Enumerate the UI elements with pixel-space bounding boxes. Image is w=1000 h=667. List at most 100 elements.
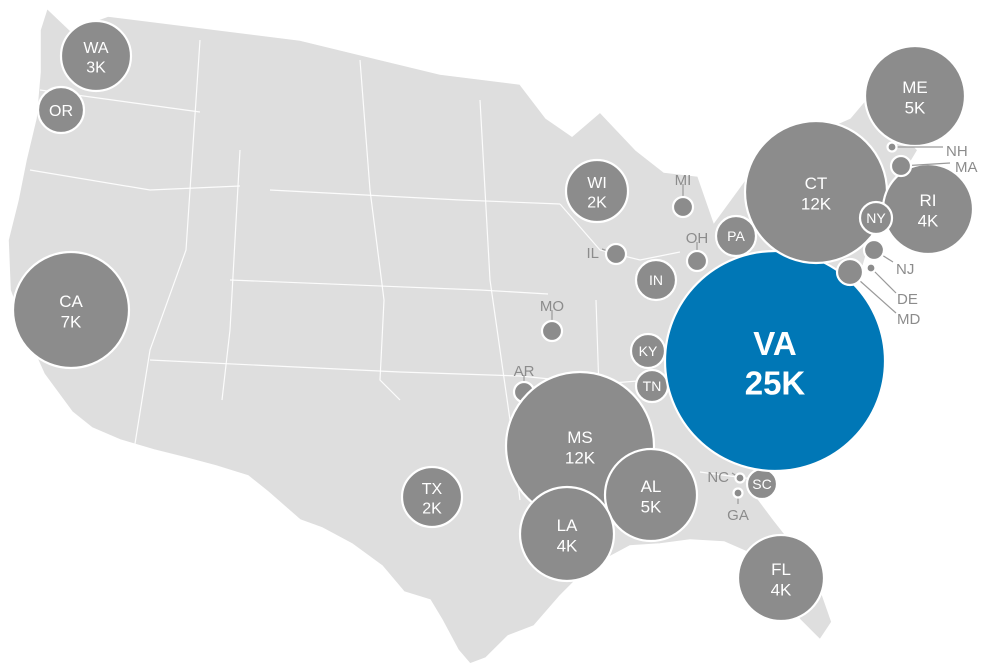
state-value-label: 2K <box>587 194 607 211</box>
state-value-label: 5K <box>641 497 662 516</box>
state-code-label: SC <box>752 476 771 492</box>
state-code-label: NH <box>946 143 968 160</box>
state-marker-in[interactable]: IN <box>634 258 678 302</box>
state-marker-ar[interactable]: AR <box>512 363 536 404</box>
state-dot-oh[interactable] <box>685 249 709 273</box>
state-code-label: IL <box>586 245 599 262</box>
state-border <box>269 189 561 205</box>
state-marker-nc[interactable]: NC <box>707 469 746 486</box>
state-marker-sc[interactable]: SC <box>745 467 779 501</box>
state-code-label: MO <box>540 298 564 315</box>
state-border <box>29 169 241 191</box>
state-code-label: AL <box>641 477 662 496</box>
state-marker-md[interactable]: MD <box>835 257 920 328</box>
state-value-label: 25K <box>745 365 806 402</box>
state-bubble-wi[interactable] <box>564 158 630 224</box>
state-bubble-al[interactable] <box>603 447 699 543</box>
state-dot-il[interactable] <box>604 242 628 266</box>
state-code-label: PA <box>727 228 745 244</box>
state-bubble-me[interactable] <box>863 44 967 148</box>
state-code-label: MS <box>567 428 593 447</box>
state-code-label: KY <box>639 343 658 359</box>
state-code-label: OH <box>686 230 709 247</box>
state-bubble-ny[interactable] <box>858 200 894 236</box>
state-marker-nh[interactable]: NH <box>886 141 968 160</box>
state-code-label: WA <box>83 40 109 57</box>
state-dot-nj[interactable] <box>862 238 886 262</box>
state-marker-mi[interactable]: MI <box>671 172 695 219</box>
state-code-label: NJ <box>896 261 914 278</box>
state-code-label: ME <box>902 78 928 97</box>
state-marker-ny[interactable]: NY <box>858 200 894 236</box>
state-border <box>221 149 241 401</box>
state-code-label: MA <box>955 159 978 176</box>
state-bubble-in[interactable] <box>634 258 678 302</box>
state-marker-tx[interactable]: TX 2K <box>400 465 464 529</box>
state-bubble-fl[interactable] <box>736 533 826 623</box>
state-marker-or[interactable]: OR <box>36 85 86 135</box>
state-dot-ma[interactable] <box>889 154 913 178</box>
state-code-label: NC <box>707 469 729 486</box>
state-dot-mo[interactable] <box>540 319 564 343</box>
state-marker-oh[interactable]: OH <box>685 230 709 273</box>
state-value-label: 4K <box>771 580 792 599</box>
state-value-label: 2K <box>422 500 442 517</box>
state-value-label: 4K <box>557 536 578 555</box>
state-code-label: CA <box>59 292 83 311</box>
state-marker-il[interactable]: IL <box>586 242 628 266</box>
state-bubble-la[interactable] <box>518 485 616 583</box>
state-border <box>229 279 549 295</box>
state-code-label: TX <box>422 481 443 498</box>
state-dot-mi[interactable] <box>671 195 695 219</box>
state-bubble-pa[interactable] <box>714 214 758 258</box>
state-dot-ga[interactable] <box>732 487 744 499</box>
state-code-label: DE <box>897 291 918 308</box>
state-dot-md[interactable] <box>835 257 865 287</box>
state-code-label: AR <box>514 363 535 380</box>
state-code-label: GA <box>727 507 749 524</box>
state-bubble-ca[interactable] <box>11 250 131 370</box>
state-marker-tn[interactable]: TN <box>634 368 670 404</box>
state-marker-mo[interactable]: MO <box>540 298 564 343</box>
state-marker-wa[interactable]: WA 3K <box>59 19 133 93</box>
state-code-label: NY <box>866 210 886 226</box>
state-marker-nj[interactable]: NJ <box>862 238 914 278</box>
state-code-label: MD <box>897 311 920 328</box>
state-marker-ma[interactable]: MA <box>889 154 978 178</box>
state-marker-wi[interactable]: WI 2K <box>564 158 630 224</box>
state-code-label: MI <box>675 172 692 189</box>
state-value-label: 12K <box>801 194 832 213</box>
state-code-label: LA <box>557 516 578 535</box>
state-value-label: 7K <box>61 312 82 331</box>
state-value-label: 12K <box>565 448 596 467</box>
state-bubble-or[interactable] <box>36 85 86 135</box>
state-bubble-tx[interactable] <box>400 465 464 529</box>
state-marker-de[interactable]: DE <box>865 262 918 308</box>
state-marker-pa[interactable]: PA <box>714 214 758 258</box>
state-dot-nh[interactable] <box>886 141 898 153</box>
state-marker-ky[interactable]: KY <box>629 332 667 370</box>
state-code-label: VA <box>753 325 796 362</box>
state-value-label: 3K <box>86 59 106 76</box>
leader-line <box>870 267 897 294</box>
state-marker-ga[interactable]: GA <box>727 487 749 524</box>
state-code-label: WI <box>587 175 607 192</box>
state-dot-nc[interactable] <box>734 472 746 484</box>
state-dot-de[interactable] <box>865 262 877 274</box>
state-code-label: RI <box>920 191 937 210</box>
state-border <box>149 359 521 377</box>
state-value-label: 5K <box>905 98 926 117</box>
state-code-label: OR <box>49 103 73 120</box>
state-code-label: FL <box>771 560 791 579</box>
state-bubble-wa[interactable] <box>59 19 133 93</box>
state-code-label: CT <box>805 174 828 193</box>
state-border <box>359 59 401 401</box>
